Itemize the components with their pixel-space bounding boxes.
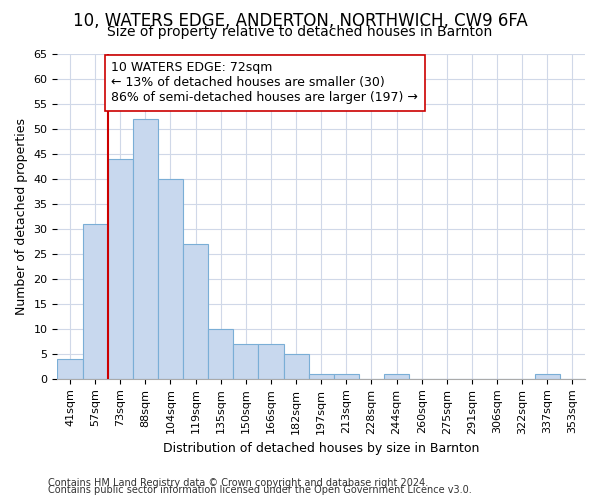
- Bar: [208, 329, 233, 379]
- Bar: [158, 179, 183, 379]
- Bar: [233, 344, 259, 379]
- Text: 10, WATERS EDGE, ANDERTON, NORTHWICH, CW9 6FA: 10, WATERS EDGE, ANDERTON, NORTHWICH, CW…: [73, 12, 527, 30]
- Bar: [535, 374, 560, 379]
- Text: Contains public sector information licensed under the Open Government Licence v3: Contains public sector information licen…: [48, 485, 472, 495]
- Bar: [259, 344, 284, 379]
- Text: 10 WATERS EDGE: 72sqm
← 13% of detached houses are smaller (30)
86% of semi-deta: 10 WATERS EDGE: 72sqm ← 13% of detached …: [112, 62, 418, 104]
- Bar: [183, 244, 208, 379]
- Bar: [384, 374, 409, 379]
- Bar: [284, 354, 308, 379]
- Bar: [334, 374, 359, 379]
- Text: Size of property relative to detached houses in Barnton: Size of property relative to detached ho…: [107, 25, 493, 39]
- X-axis label: Distribution of detached houses by size in Barnton: Distribution of detached houses by size …: [163, 442, 479, 455]
- Bar: [308, 374, 334, 379]
- Bar: [58, 359, 83, 379]
- Bar: [83, 224, 107, 379]
- Y-axis label: Number of detached properties: Number of detached properties: [15, 118, 28, 315]
- Bar: [133, 119, 158, 379]
- Text: Contains HM Land Registry data © Crown copyright and database right 2024.: Contains HM Land Registry data © Crown c…: [48, 478, 428, 488]
- Bar: [107, 159, 133, 379]
